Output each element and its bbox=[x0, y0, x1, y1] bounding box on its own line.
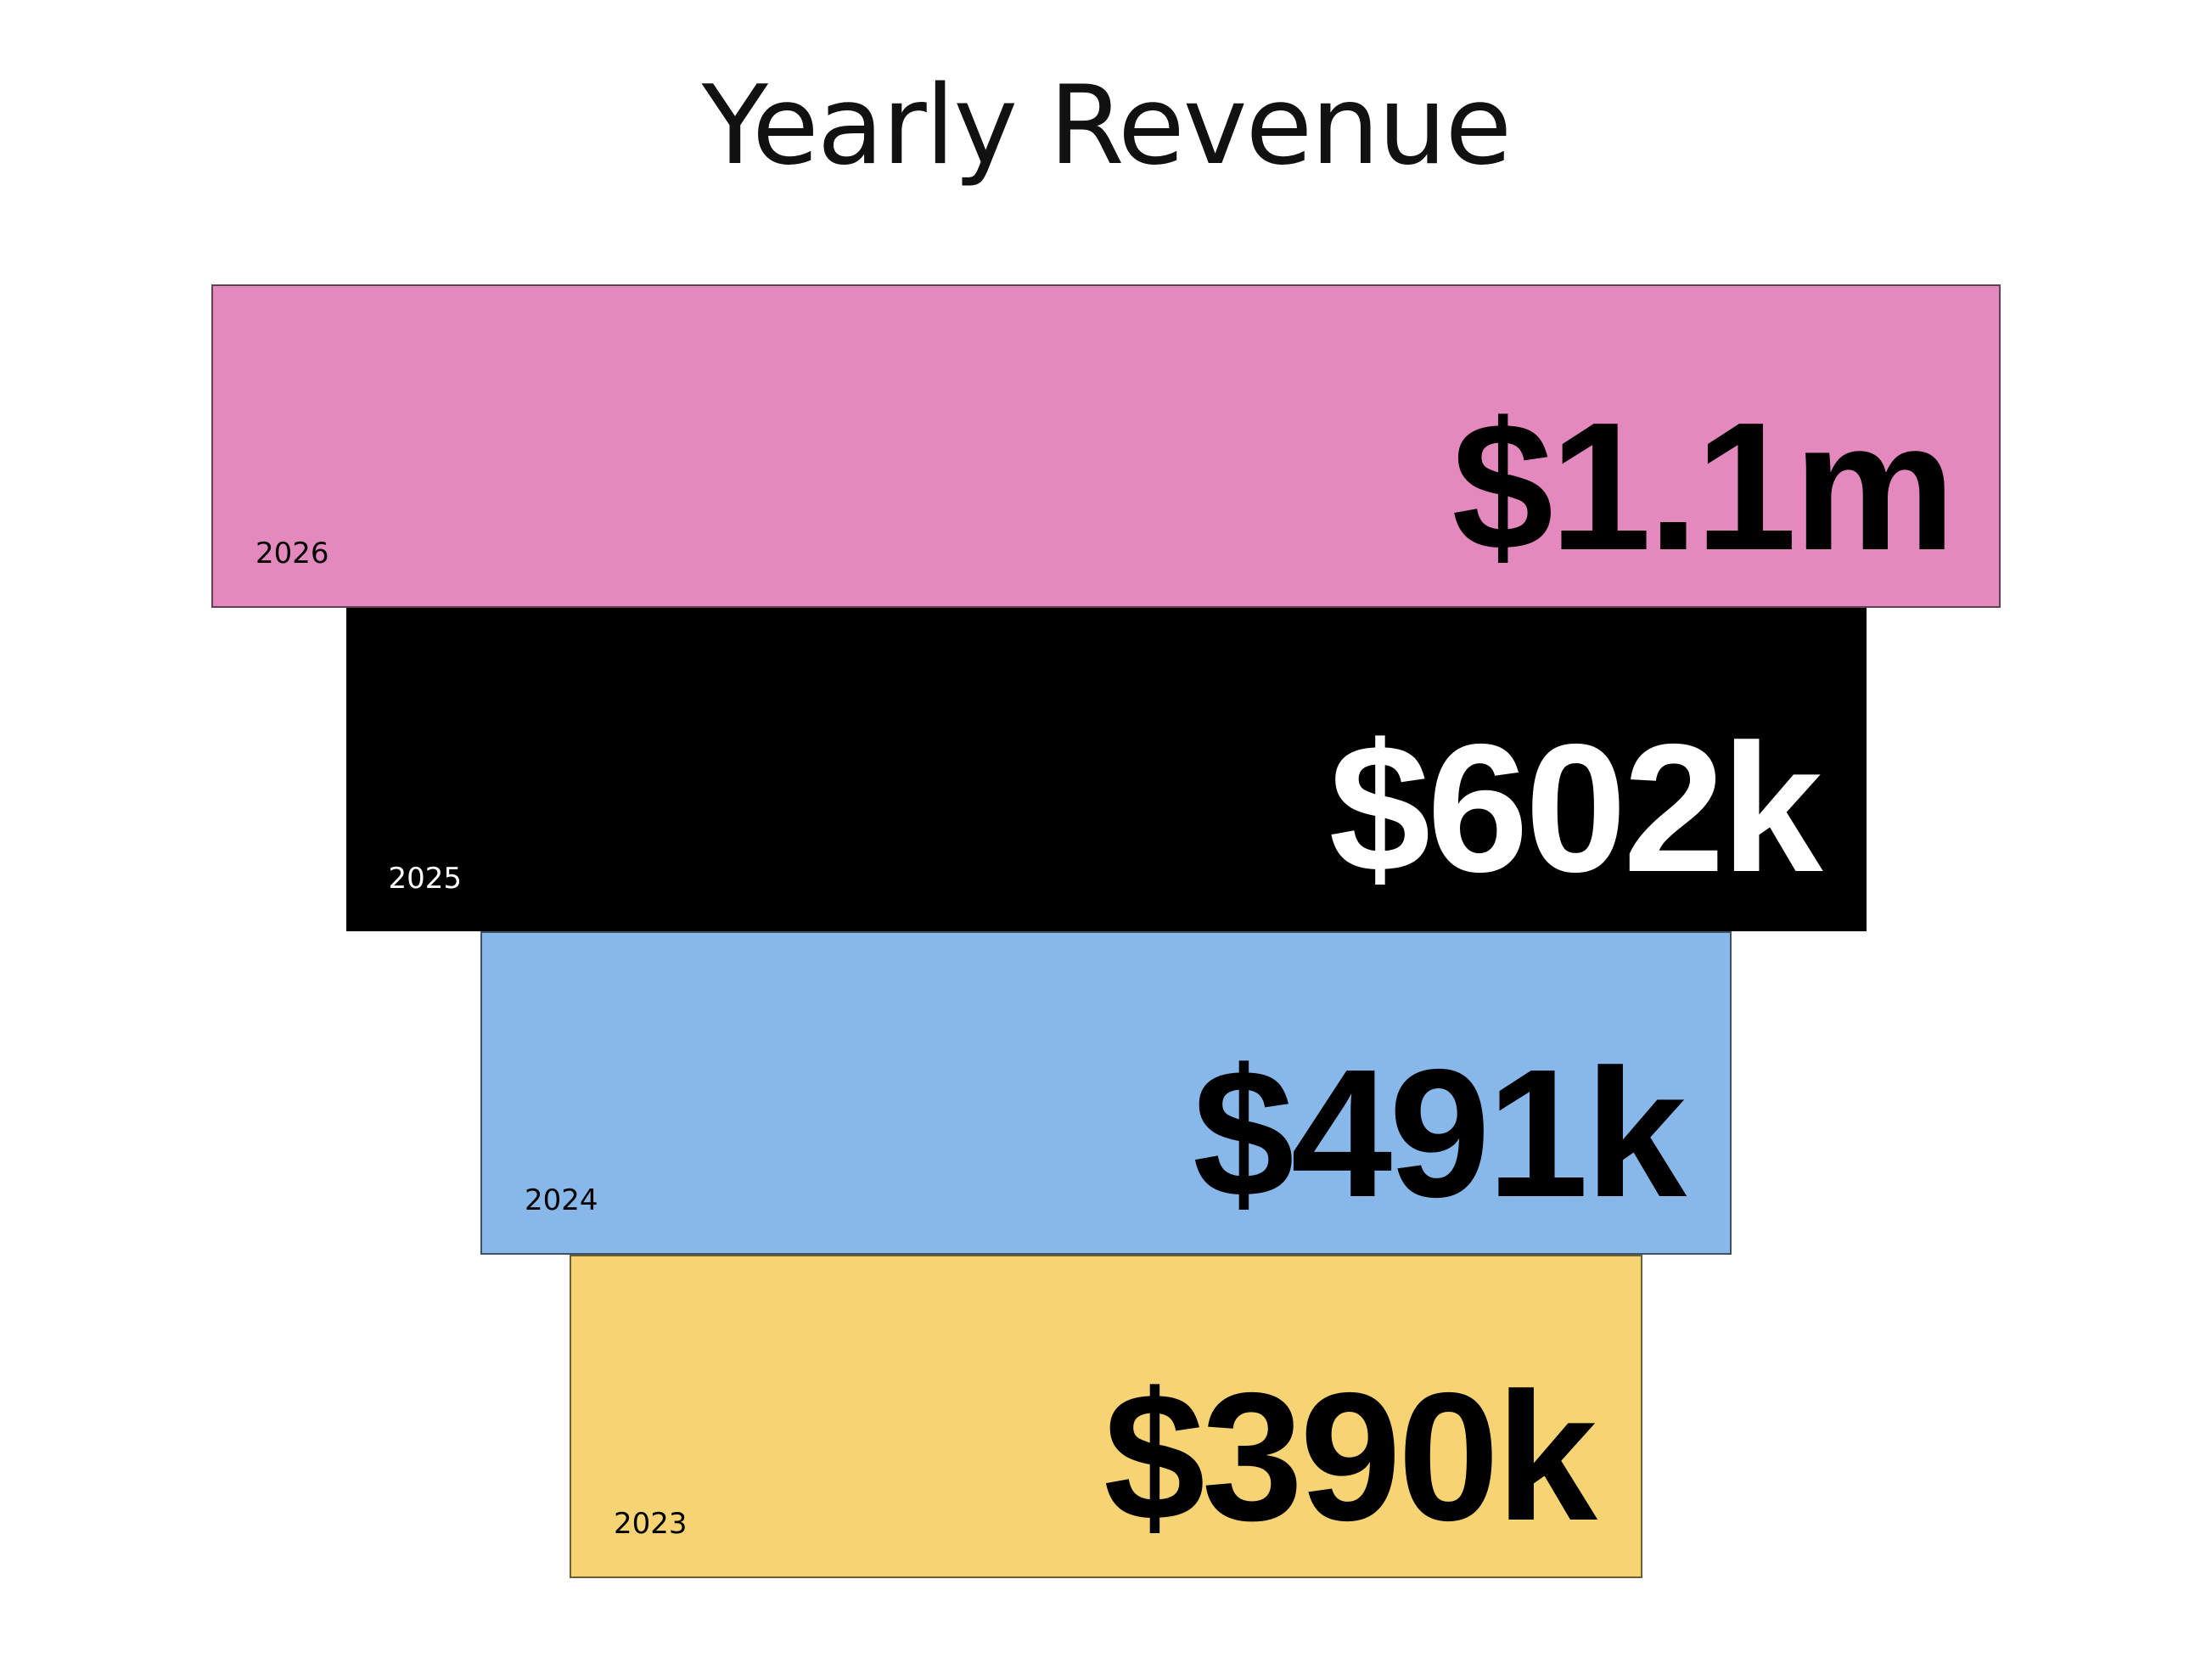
bar-2023: $390k 2023 bbox=[570, 1255, 1642, 1578]
bar-value-label: $602k bbox=[1328, 705, 1823, 910]
bar-category-label: 2026 bbox=[255, 537, 329, 570]
bar-value-label: $491k bbox=[1193, 1031, 1687, 1235]
bar-value-label: $1.1m bbox=[1451, 384, 1956, 588]
bar-value-label: $390k bbox=[1103, 1354, 1597, 1559]
chart-title: Yearly Revenue bbox=[701, 63, 1512, 189]
bar-2024: $491k 2024 bbox=[480, 931, 1732, 1255]
bar-2026: $1.1m 2026 bbox=[211, 284, 2001, 608]
bar-category-label: 2025 bbox=[388, 862, 463, 896]
bar-2025: $602k 2025 bbox=[345, 608, 1867, 931]
bar-category-label: 2024 bbox=[525, 1183, 598, 1217]
bar-category-label: 2023 bbox=[614, 1507, 688, 1541]
